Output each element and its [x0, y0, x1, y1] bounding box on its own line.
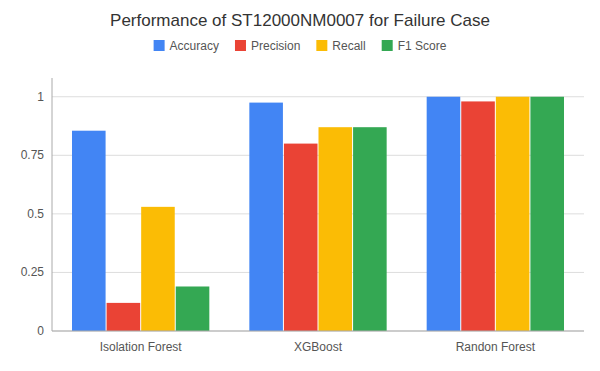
x-tick-label: Randon Forest [456, 340, 536, 354]
y-tick-label: 0.75 [21, 148, 45, 162]
bar [530, 97, 564, 331]
legend-label: Recall [332, 39, 365, 53]
bar [72, 131, 106, 331]
y-tick-label: 1 [37, 90, 44, 104]
legend-swatch [235, 40, 246, 51]
bar [319, 127, 353, 331]
legend: Accuracy Precision Recall F1 Score [154, 39, 447, 53]
legend-label: Accuracy [170, 39, 219, 53]
y-tick-label: 0.25 [21, 265, 45, 279]
y-tick-label: 0.5 [27, 207, 44, 221]
bar [141, 207, 175, 331]
bar [496, 97, 530, 331]
grid [52, 97, 584, 331]
bar [107, 303, 141, 331]
bars [72, 97, 564, 331]
grid-line [52, 331, 584, 332]
legend-label: Precision [251, 39, 300, 53]
bar [427, 97, 461, 331]
bar [249, 103, 283, 331]
x-tick-label: Isolation Forest [100, 340, 183, 354]
chart-svg: Performance of ST12000NM0007 for Failure… [0, 0, 600, 371]
legend-swatch [154, 40, 165, 51]
bar [176, 286, 210, 331]
y-tick-label: 0 [37, 324, 44, 338]
x-axis-line [52, 331, 584, 332]
x-tick-label: XGBoost [294, 340, 343, 354]
y-axis-line [52, 78, 53, 331]
legend-swatch [382, 40, 393, 51]
legend-label: F1 Score [398, 39, 447, 53]
bar [461, 101, 495, 331]
legend-swatch [316, 40, 327, 51]
chart-title: Performance of ST12000NM0007 for Failure… [110, 11, 490, 30]
bar [284, 144, 318, 331]
bar [353, 127, 387, 331]
chart-container: Performance of ST12000NM0007 for Failure… [0, 0, 600, 371]
